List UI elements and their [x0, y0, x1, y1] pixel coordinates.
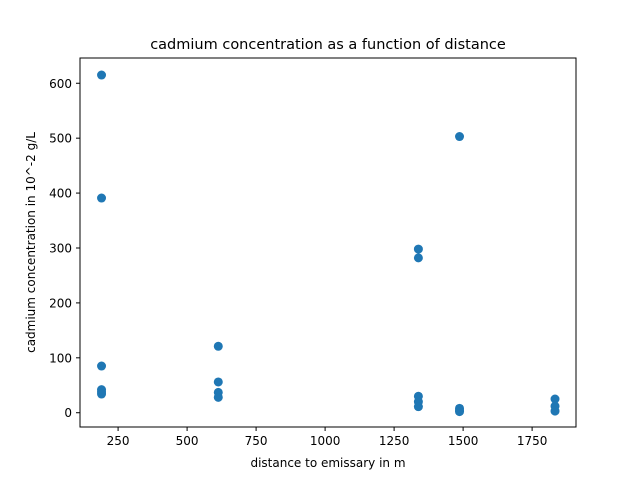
- plot-area: [80, 58, 576, 427]
- y-axis-label: cadmium concentration in 10^-2 g/L: [24, 132, 38, 353]
- data-points: [97, 70, 560, 417]
- x-tick-label: 1500: [448, 434, 479, 448]
- data-point: [97, 70, 107, 80]
- data-point: [97, 193, 107, 203]
- y-axis-ticks: 0 100 200 300 400 500 600: [49, 77, 80, 420]
- y-tick-label: 100: [49, 351, 72, 365]
- x-tick-label: 1000: [310, 434, 341, 448]
- x-tick-label: 250: [107, 434, 130, 448]
- chart-title: cadmium concentration as a function of d…: [150, 37, 506, 53]
- x-axis-ticks: 250 500 750 1000 1250 1500 1750: [107, 427, 548, 448]
- x-tick-label: 500: [176, 434, 199, 448]
- y-tick-label: 400: [49, 187, 72, 201]
- data-point: [213, 377, 223, 387]
- data-point: [213, 341, 223, 351]
- x-tick-label: 750: [245, 434, 268, 448]
- data-point: [97, 361, 107, 371]
- y-tick-label: 200: [49, 296, 72, 310]
- y-tick-label: 0: [64, 406, 72, 420]
- data-point: [455, 407, 465, 417]
- x-axis-label: distance to emissary in m: [250, 456, 405, 470]
- data-point: [413, 402, 423, 412]
- data-point: [550, 394, 560, 404]
- y-tick-label: 600: [49, 77, 72, 91]
- data-point: [97, 389, 107, 399]
- x-tick-label: 1250: [379, 434, 410, 448]
- plot-frame: [79, 57, 577, 428]
- x-tick-label: 1750: [517, 434, 548, 448]
- y-tick-label: 300: [49, 241, 72, 255]
- data-point: [413, 253, 423, 263]
- data-point: [413, 244, 423, 254]
- data-point: [213, 392, 223, 402]
- y-tick-label: 500: [49, 132, 72, 146]
- data-point: [455, 132, 465, 142]
- data-point: [550, 406, 560, 416]
